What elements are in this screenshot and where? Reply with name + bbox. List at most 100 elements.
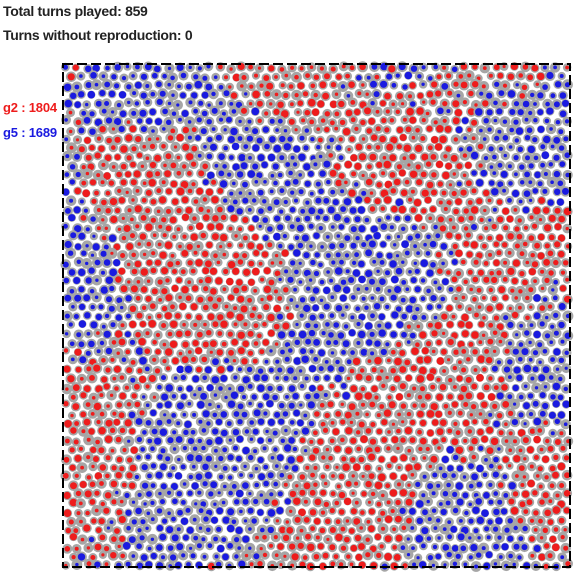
cell-g2 xyxy=(478,163,483,168)
cell-g2 xyxy=(454,296,458,301)
cell-g5 xyxy=(235,489,244,498)
cell-g5 xyxy=(69,289,75,294)
cell-g5 xyxy=(119,110,127,118)
cell-g5 xyxy=(468,483,474,489)
cell-g5 xyxy=(89,111,95,117)
cell-g2 xyxy=(438,200,443,205)
cell-g5 xyxy=(121,357,127,363)
cell-g2 xyxy=(139,375,147,383)
cell-g5 xyxy=(298,173,303,177)
cell-g2 xyxy=(135,224,140,229)
cell-g5 xyxy=(300,348,307,355)
cell-g2 xyxy=(134,401,141,408)
cell-g2 xyxy=(339,119,346,126)
cell-g2 xyxy=(230,92,238,99)
cell-g5 xyxy=(142,430,147,435)
cell-g2 xyxy=(243,268,251,276)
cell-g5 xyxy=(370,80,377,88)
cell-g2 xyxy=(455,430,461,436)
cell-g2 xyxy=(409,437,416,443)
cell-g5 xyxy=(247,507,254,514)
cell-g2 xyxy=(407,163,411,167)
cell-g5 xyxy=(111,110,115,114)
cell-g5 xyxy=(327,365,334,372)
cell-g2 xyxy=(452,117,460,125)
cell-g2 xyxy=(478,321,485,328)
cell-g2 xyxy=(398,205,406,214)
cell-g2 xyxy=(425,446,430,452)
cell-g5 xyxy=(296,224,304,232)
cell-g2 xyxy=(425,161,432,167)
cell-g2 xyxy=(431,330,438,337)
cell-g2 xyxy=(560,445,566,451)
cell-g5 xyxy=(279,402,285,409)
cell-g2 xyxy=(317,438,324,445)
cell-g5 xyxy=(475,498,483,505)
cell-g5 xyxy=(277,385,283,392)
cell-g2 xyxy=(334,392,340,398)
cell-g5 xyxy=(266,400,274,408)
cell-g2 xyxy=(215,277,223,285)
cell-g5 xyxy=(553,279,558,285)
cell-g5 xyxy=(358,313,366,321)
cell-g5 xyxy=(317,208,324,215)
cell-g2 xyxy=(465,321,473,329)
cell-g2 xyxy=(178,351,183,356)
cell-g2 xyxy=(263,267,271,275)
cell-g2 xyxy=(565,65,569,70)
cell-g5 xyxy=(309,244,313,248)
cell-g2 xyxy=(94,190,99,196)
cell-g2 xyxy=(443,207,448,211)
cell-g5 xyxy=(516,374,523,381)
cell-g2 xyxy=(241,358,248,365)
cell-g2 xyxy=(131,252,136,258)
cell-g5 xyxy=(483,156,489,161)
cell-g5 xyxy=(275,376,280,380)
cell-g5 xyxy=(202,179,209,186)
cell-g2 xyxy=(219,245,223,249)
cell-g2 xyxy=(164,312,172,320)
cell-g5 xyxy=(455,482,463,490)
cell-g2 xyxy=(498,376,505,383)
cell-g5 xyxy=(440,296,446,302)
cell-g2 xyxy=(226,311,234,319)
cell-g5 xyxy=(232,199,238,205)
cell-g5 xyxy=(426,234,431,240)
cell-g5 xyxy=(170,483,178,490)
cell-g2 xyxy=(196,314,202,321)
cell-g2 xyxy=(238,243,243,248)
cell-g5 xyxy=(527,393,534,399)
cell-g5 xyxy=(533,330,541,339)
cell-g2 xyxy=(461,259,466,265)
cell-g5 xyxy=(370,313,375,319)
cell-g2 xyxy=(407,483,411,487)
cell-g5 xyxy=(395,73,400,78)
cell-g2 xyxy=(503,260,508,265)
cell-g5 xyxy=(288,330,296,338)
cell-g2 xyxy=(338,491,346,499)
cell-g5 xyxy=(239,509,243,514)
cell-g5 xyxy=(335,359,340,365)
cell-g5 xyxy=(297,419,304,427)
cell-g2 xyxy=(384,180,393,189)
cell-g5 xyxy=(386,215,391,220)
cell-g2 xyxy=(121,482,127,488)
cell-g2 xyxy=(521,84,528,91)
cell-g2 xyxy=(321,455,326,460)
cell-g5 xyxy=(310,259,316,266)
cell-g2 xyxy=(324,111,330,117)
cell-g2 xyxy=(421,347,429,355)
cell-g2 xyxy=(348,403,356,411)
cell-g5 xyxy=(85,227,90,232)
cell-g2 xyxy=(418,446,423,452)
cell-g2 xyxy=(130,161,136,168)
cell-g2 xyxy=(525,315,530,321)
cell-g5 xyxy=(224,358,230,364)
cell-g2 xyxy=(483,261,489,266)
cell-g5 xyxy=(333,322,340,328)
cell-g5 xyxy=(400,297,406,303)
cell-g5 xyxy=(263,464,269,470)
cell-g5 xyxy=(290,155,295,160)
